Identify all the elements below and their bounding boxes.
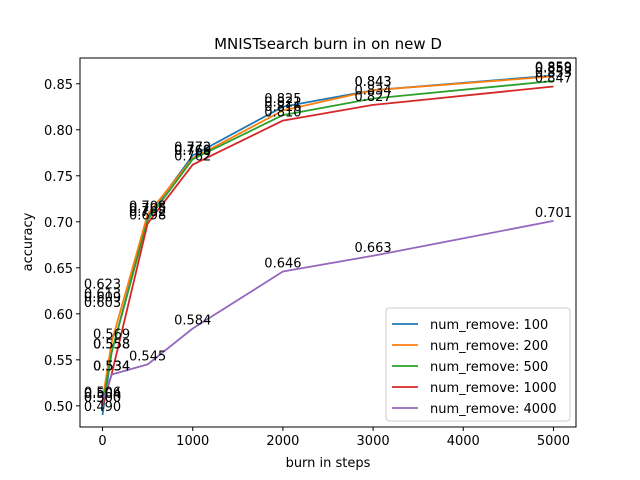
data-label: 0.847 bbox=[535, 72, 572, 87]
data-label: 0.843 bbox=[354, 75, 391, 90]
data-label: 0.708 bbox=[129, 199, 166, 214]
data-label: 0.698 bbox=[129, 209, 166, 224]
legend-entry: num_remove: 4000 bbox=[430, 402, 557, 417]
legend-entry: num_remove: 100 bbox=[430, 318, 548, 333]
x-tick-label: 0 bbox=[98, 434, 106, 449]
data-label: 0.500 bbox=[84, 391, 121, 406]
data-label: 0.701 bbox=[535, 206, 572, 221]
y-tick-label: 0.55 bbox=[44, 354, 73, 369]
series-line-2 bbox=[101, 80, 554, 406]
legend-entry: num_remove: 1000 bbox=[430, 381, 557, 396]
x-tick-label: 4000 bbox=[447, 434, 480, 449]
data-label: 0.762 bbox=[174, 150, 211, 165]
y-tick-label: 0.60 bbox=[44, 308, 73, 323]
data-label: 0.827 bbox=[354, 90, 391, 105]
x-tick-label: 5000 bbox=[537, 434, 570, 449]
data-label: 0.534 bbox=[93, 360, 130, 375]
x-tick-label: 2000 bbox=[266, 434, 299, 449]
data-label: 0.810 bbox=[264, 106, 301, 121]
data-labels: 0.490 0.558 0.705 0.772 0.825 0.843 0.859 0.506… bbox=[84, 60, 572, 415]
data-label: 0.603 bbox=[84, 296, 121, 311]
y-tick-label: 0.65 bbox=[44, 262, 73, 277]
data-label: 0.506 bbox=[84, 385, 121, 400]
data-label: 0.859 bbox=[535, 60, 572, 75]
data-label: 0.705 bbox=[129, 202, 166, 217]
plot-frame bbox=[79, 57, 577, 428]
data-label: 0.825 bbox=[264, 92, 301, 107]
data-label: 0.584 bbox=[174, 314, 211, 329]
data-label: 0.772 bbox=[174, 141, 211, 156]
x-axis: 0 1000 2000 3000 4000 5000 bbox=[98, 427, 570, 449]
data-label: 0.646 bbox=[264, 256, 301, 271]
data-label: 0.843 bbox=[354, 75, 391, 90]
y-tick-label: 0.75 bbox=[44, 170, 73, 185]
legend-entry: num_remove: 500 bbox=[430, 360, 548, 375]
data-label: 0.768 bbox=[174, 144, 211, 159]
data-label: 0.609 bbox=[84, 291, 121, 306]
data-label: 0.663 bbox=[354, 241, 391, 256]
data-label: 0.769 bbox=[174, 143, 211, 158]
data-label: 0.569 bbox=[93, 327, 130, 342]
y-tick-label: 0.50 bbox=[44, 400, 73, 415]
chart-title: MNISTsearch burn in on new D bbox=[214, 35, 442, 53]
data-label: 0.821 bbox=[264, 95, 301, 110]
data-label: 0.702 bbox=[129, 205, 166, 220]
legend: num_remove: 100 num_remove: 200 num_remove… bbox=[385, 307, 571, 422]
data-label: 0.545 bbox=[129, 349, 166, 364]
data-label: 0.558 bbox=[93, 337, 130, 352]
data-label: 0.500 bbox=[84, 391, 121, 406]
y-axis: 0.50 0.55 0.60 0.65 0.70 0.75 0.80 0.85 bbox=[44, 78, 80, 415]
x-axis-title: burn in steps bbox=[286, 456, 371, 471]
y-tick-label: 0.80 bbox=[44, 124, 73, 139]
data-label: 0.858 bbox=[535, 61, 572, 76]
x-tick-label: 3000 bbox=[357, 434, 390, 449]
data-label: 0.816 bbox=[264, 100, 301, 115]
y-axis-title: accuracy bbox=[21, 212, 36, 271]
legend-entry: num_remove: 200 bbox=[430, 339, 548, 354]
data-label: 0.534 bbox=[93, 360, 130, 375]
data-label: 0.853 bbox=[535, 66, 572, 81]
data-label: 0.504 bbox=[84, 387, 121, 402]
data-label: 0.623 bbox=[84, 278, 121, 293]
series-lines bbox=[101, 74, 554, 416]
data-label: 0.613 bbox=[84, 287, 121, 302]
data-label: 0.834 bbox=[354, 83, 391, 98]
legend-box bbox=[385, 307, 571, 422]
y-tick-label: 0.70 bbox=[44, 216, 73, 231]
data-label: 0.558 bbox=[93, 337, 130, 352]
data-label: 0.490 bbox=[84, 400, 121, 415]
series-line-4 bbox=[101, 220, 554, 403]
y-tick-label: 0.85 bbox=[44, 78, 73, 93]
x-tick-label: 1000 bbox=[176, 434, 209, 449]
